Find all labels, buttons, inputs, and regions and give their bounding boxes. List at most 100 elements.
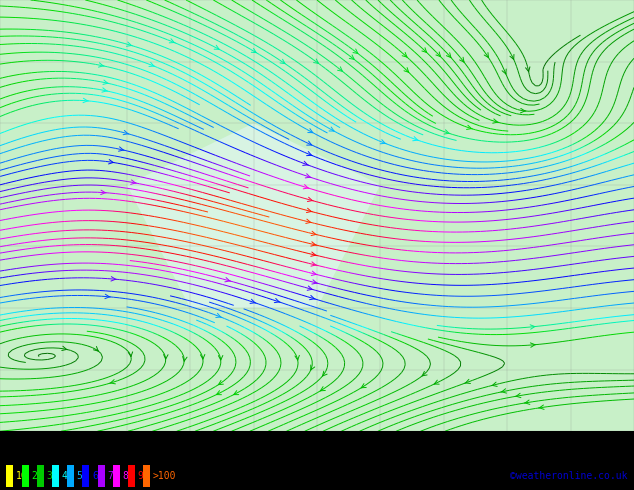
FancyArrowPatch shape: [510, 54, 514, 59]
FancyArrowPatch shape: [303, 185, 309, 189]
FancyArrowPatch shape: [101, 190, 106, 195]
FancyArrowPatch shape: [515, 393, 521, 398]
FancyArrowPatch shape: [422, 371, 427, 376]
FancyArrowPatch shape: [93, 346, 98, 351]
FancyArrowPatch shape: [524, 400, 530, 404]
FancyArrowPatch shape: [349, 55, 354, 59]
FancyArrowPatch shape: [305, 173, 311, 178]
FancyArrowPatch shape: [216, 391, 221, 394]
FancyArrowPatch shape: [280, 59, 285, 64]
FancyArrowPatch shape: [250, 299, 256, 303]
FancyBboxPatch shape: [143, 465, 150, 487]
FancyArrowPatch shape: [275, 298, 280, 303]
FancyArrowPatch shape: [111, 277, 117, 281]
FancyArrowPatch shape: [538, 405, 544, 409]
FancyArrowPatch shape: [306, 208, 312, 213]
Polygon shape: [0, 0, 634, 431]
FancyArrowPatch shape: [251, 49, 256, 52]
FancyArrowPatch shape: [353, 49, 358, 53]
FancyArrowPatch shape: [183, 356, 187, 361]
FancyArrowPatch shape: [123, 130, 129, 135]
FancyArrowPatch shape: [164, 355, 168, 359]
FancyArrowPatch shape: [460, 57, 464, 62]
FancyArrowPatch shape: [128, 352, 133, 357]
FancyArrowPatch shape: [320, 387, 325, 391]
FancyArrowPatch shape: [307, 141, 312, 145]
FancyArrowPatch shape: [531, 343, 536, 347]
FancyArrowPatch shape: [311, 252, 316, 256]
FancyBboxPatch shape: [37, 465, 44, 487]
FancyArrowPatch shape: [465, 379, 470, 384]
FancyArrowPatch shape: [329, 127, 334, 131]
FancyArrowPatch shape: [311, 271, 317, 275]
FancyArrowPatch shape: [234, 391, 239, 394]
FancyArrowPatch shape: [200, 354, 205, 359]
FancyArrowPatch shape: [444, 130, 450, 134]
FancyArrowPatch shape: [323, 371, 327, 376]
FancyArrowPatch shape: [131, 180, 136, 184]
FancyArrowPatch shape: [169, 39, 175, 43]
FancyArrowPatch shape: [108, 160, 114, 164]
Text: Streamlines 200 hPa [kts] ECMWF: Streamlines 200 hPa [kts] ECMWF: [6, 446, 200, 456]
FancyArrowPatch shape: [422, 48, 427, 52]
FancyBboxPatch shape: [98, 465, 105, 487]
Text: 10: 10: [16, 471, 28, 481]
FancyArrowPatch shape: [380, 140, 386, 144]
FancyArrowPatch shape: [307, 128, 313, 133]
Text: 50: 50: [77, 471, 89, 481]
FancyBboxPatch shape: [67, 465, 74, 487]
FancyArrowPatch shape: [219, 380, 223, 385]
FancyArrowPatch shape: [314, 59, 318, 63]
FancyArrowPatch shape: [446, 53, 451, 57]
Text: >100: >100: [153, 471, 176, 481]
FancyArrowPatch shape: [311, 365, 314, 370]
FancyArrowPatch shape: [295, 355, 299, 360]
FancyArrowPatch shape: [127, 42, 133, 46]
FancyArrowPatch shape: [102, 88, 108, 92]
FancyArrowPatch shape: [61, 346, 68, 350]
FancyArrowPatch shape: [501, 389, 507, 393]
FancyBboxPatch shape: [113, 465, 120, 487]
FancyBboxPatch shape: [128, 465, 135, 487]
Text: 20: 20: [31, 471, 43, 481]
Text: 80: 80: [122, 471, 134, 481]
FancyArrowPatch shape: [119, 147, 124, 151]
FancyArrowPatch shape: [110, 380, 115, 384]
FancyArrowPatch shape: [307, 151, 313, 156]
Text: Th 02-05-2024 18:00 UTC (12+30): Th 02-05-2024 18:00 UTC (12+30): [434, 446, 628, 456]
FancyArrowPatch shape: [413, 137, 418, 141]
FancyArrowPatch shape: [493, 119, 498, 123]
FancyArrowPatch shape: [502, 69, 506, 74]
FancyArrowPatch shape: [309, 295, 315, 300]
FancyArrowPatch shape: [311, 262, 317, 266]
FancyArrowPatch shape: [436, 52, 441, 57]
FancyArrowPatch shape: [361, 384, 366, 388]
Text: ©weatheronline.co.uk: ©weatheronline.co.uk: [510, 471, 628, 481]
FancyBboxPatch shape: [82, 465, 89, 487]
FancyArrowPatch shape: [312, 280, 318, 284]
Text: 40: 40: [61, 471, 74, 481]
FancyArrowPatch shape: [491, 382, 497, 387]
FancyArrowPatch shape: [484, 52, 488, 57]
FancyArrowPatch shape: [302, 161, 309, 166]
FancyArrowPatch shape: [311, 242, 316, 246]
FancyArrowPatch shape: [467, 125, 472, 129]
FancyArrowPatch shape: [214, 45, 219, 49]
FancyArrowPatch shape: [307, 286, 313, 290]
FancyArrowPatch shape: [434, 380, 439, 384]
FancyArrowPatch shape: [337, 67, 342, 71]
FancyBboxPatch shape: [6, 465, 13, 487]
FancyArrowPatch shape: [530, 325, 536, 329]
FancyArrowPatch shape: [402, 52, 407, 57]
FancyArrowPatch shape: [307, 197, 313, 201]
Text: 60: 60: [92, 471, 104, 481]
FancyArrowPatch shape: [105, 294, 110, 298]
Text: 90: 90: [138, 471, 150, 481]
FancyArrowPatch shape: [404, 68, 409, 73]
FancyBboxPatch shape: [22, 465, 29, 487]
FancyArrowPatch shape: [218, 355, 223, 360]
FancyArrowPatch shape: [526, 67, 530, 72]
Polygon shape: [127, 123, 380, 308]
FancyArrowPatch shape: [83, 98, 89, 103]
FancyArrowPatch shape: [225, 277, 231, 282]
